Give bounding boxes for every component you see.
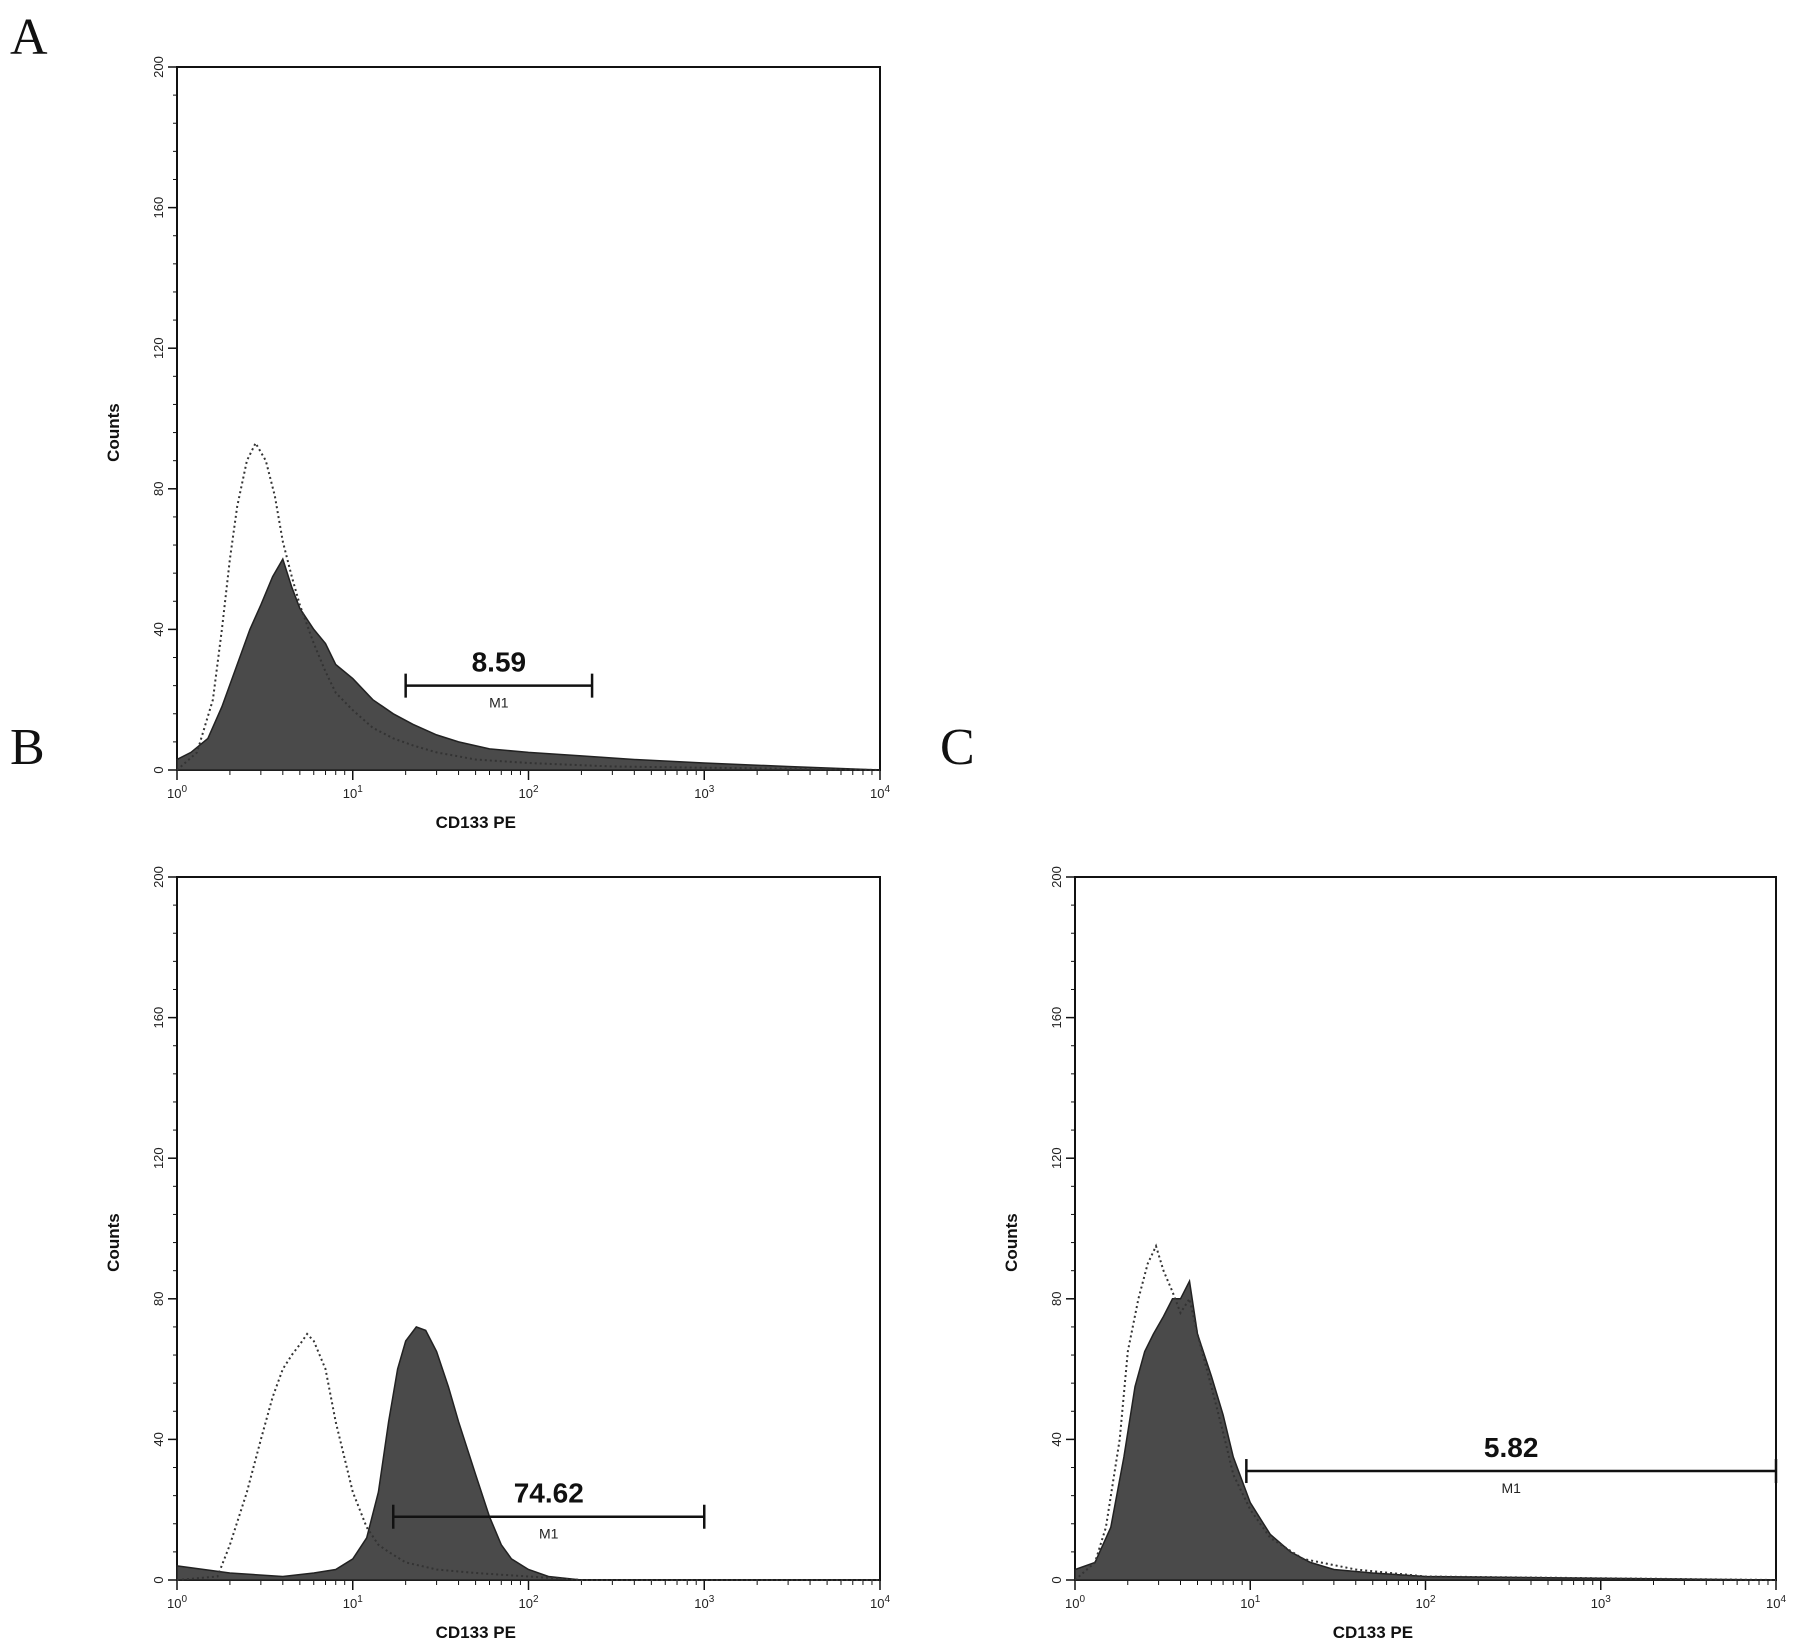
gate-percentage-label: 5.82 <box>1484 1432 1539 1463</box>
y-axis-title: Counts <box>104 403 123 462</box>
x-tick-label: 104 <box>870 784 890 801</box>
x-tick-label: 101 <box>1240 1594 1260 1611</box>
panel-label-c: C <box>940 719 975 776</box>
y-tick-label: 0 <box>1049 1576 1064 1583</box>
x-tick-label: 102 <box>518 1594 538 1611</box>
y-tick-label: 0 <box>151 766 166 773</box>
plot-frame <box>176 876 881 1581</box>
y-tick-label: 200 <box>1049 866 1064 888</box>
y-tick-label: 80 <box>151 1292 166 1306</box>
y-tick-label: 40 <box>151 1432 166 1446</box>
y-tick-label: 200 <box>151 56 166 78</box>
y-tick-label: 80 <box>151 482 166 496</box>
isotype-control-histogram <box>176 440 881 771</box>
filled-histogram <box>1074 1278 1777 1581</box>
x-tick-label: 103 <box>694 1594 714 1611</box>
x-tick-label: 104 <box>1766 1594 1786 1611</box>
x-tick-label: 101 <box>343 1594 363 1611</box>
gate-percentage-label: 8.59 <box>472 647 527 678</box>
y-tick-label: 160 <box>151 1007 166 1029</box>
y-tick-label: 120 <box>1049 1147 1064 1169</box>
x-tick-label: 103 <box>1591 1594 1611 1611</box>
x-axis-title: CD133 PE <box>436 1623 516 1642</box>
y-tick-label: 0 <box>151 1576 166 1583</box>
y-tick-label: 80 <box>1049 1292 1064 1306</box>
y-axis-title: Counts <box>104 1213 123 1272</box>
histogram-panel-a: 0 40 80 120 160 200 100 101 102 103 104 CD133 PE Cou… <box>104 56 890 832</box>
filled-histogram <box>176 1326 880 1581</box>
x-tick-label: 104 <box>870 1594 890 1611</box>
x-axis-title: CD133 PE <box>436 813 516 832</box>
y-tick-label: 200 <box>151 866 166 888</box>
isotype-control-histogram <box>1074 1243 1777 1581</box>
y-tick-label: 40 <box>151 622 166 636</box>
x-tick-label: 100 <box>167 1594 187 1611</box>
x-tick-label: 103 <box>694 784 714 801</box>
gate-percentage-label: 74.62 <box>514 1478 584 1509</box>
filled-histogram <box>176 557 881 771</box>
gate-name-label: M1 <box>489 695 509 711</box>
x-tick-label: 100 <box>167 784 187 801</box>
y-axis-title: Counts <box>1002 1213 1021 1272</box>
y-tick-label: 120 <box>151 1147 166 1169</box>
panel-label-b: B <box>10 719 45 776</box>
y-tick-label: 40 <box>1049 1432 1064 1446</box>
x-tick-label: 102 <box>518 784 538 801</box>
gate-name-label: M1 <box>539 1526 559 1542</box>
gate-name-label: M1 <box>1501 1480 1521 1496</box>
x-tick-label: 102 <box>1415 1594 1435 1611</box>
x-tick-label: 101 <box>343 784 363 801</box>
y-tick-label: 160 <box>151 197 166 219</box>
x-tick-label: 100 <box>1065 1594 1085 1611</box>
histogram-panel-b: 0 40 80 120 160 200 100 101 102 103 104 CD133 PE Cou… <box>104 866 890 1642</box>
panel-label-a: A <box>10 9 48 66</box>
y-tick-label: 160 <box>1049 1007 1064 1029</box>
y-tick-label: 120 <box>151 337 166 359</box>
x-axis-title: CD133 PE <box>1333 1623 1413 1642</box>
histogram-panel-c: 0 40 80 120 160 200 100 101 102 103 104 CD133 PE Cou… <box>1002 866 1786 1642</box>
isotype-control-histogram <box>176 1332 880 1581</box>
